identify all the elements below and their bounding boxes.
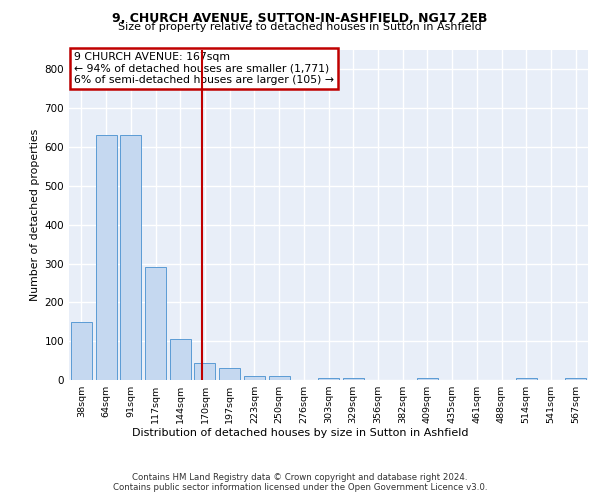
Text: Distribution of detached houses by size in Sutton in Ashfield: Distribution of detached houses by size …	[132, 428, 468, 438]
Bar	[417, 378, 438, 380]
Bar	[244, 376, 265, 380]
Bar	[194, 362, 215, 380]
Bar	[516, 378, 537, 380]
Y-axis label: Number of detached properties: Number of detached properties	[31, 129, 40, 301]
Bar	[170, 339, 191, 380]
Text: 9, CHURCH AVENUE, SUTTON-IN-ASHFIELD, NG17 2EB: 9, CHURCH AVENUE, SUTTON-IN-ASHFIELD, NG…	[112, 12, 488, 26]
Text: Contains public sector information licensed under the Open Government Licence v3: Contains public sector information licen…	[113, 482, 487, 492]
Text: Size of property relative to detached houses in Sutton in Ashfield: Size of property relative to detached ho…	[118, 22, 482, 32]
Bar	[343, 378, 364, 380]
Bar	[318, 378, 339, 380]
Bar	[145, 268, 166, 380]
Bar	[95, 134, 116, 380]
Text: Contains HM Land Registry data © Crown copyright and database right 2024.: Contains HM Land Registry data © Crown c…	[132, 472, 468, 482]
Bar	[71, 322, 92, 380]
Bar	[219, 368, 240, 380]
Bar	[269, 376, 290, 380]
Bar	[565, 378, 586, 380]
Text: 9 CHURCH AVENUE: 167sqm
← 94% of detached houses are smaller (1,771)
6% of semi-: 9 CHURCH AVENUE: 167sqm ← 94% of detache…	[74, 52, 334, 85]
Bar	[120, 136, 141, 380]
